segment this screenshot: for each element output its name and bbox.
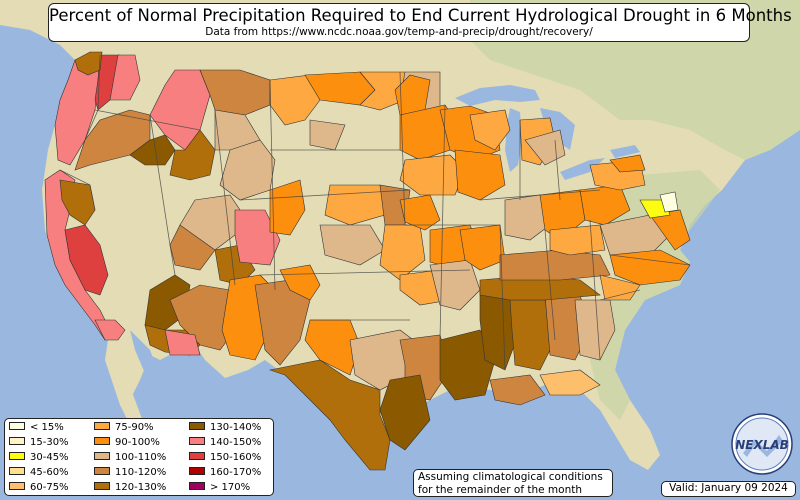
- legend-item: 30-45%: [9, 451, 69, 464]
- legend-item: > 170%: [189, 481, 250, 494]
- legend-label: 110-120%: [115, 467, 167, 478]
- legend-swatch: [189, 437, 205, 445]
- map-subtitle: Data from https://www.ncdc.noaa.gov/temp…: [205, 26, 593, 38]
- legend-swatch: [94, 422, 110, 430]
- title-box: Percent of Normal Precipitation Required…: [48, 3, 792, 42]
- note-line-1: Assuming climatological conditions: [418, 471, 603, 483]
- legend-label: 45-60%: [30, 467, 69, 478]
- legend-label: 160-170%: [210, 467, 262, 478]
- legend-swatch: [94, 482, 110, 490]
- legend-item: 110-120%: [94, 466, 166, 479]
- legend-swatch: [189, 452, 205, 460]
- legend-item: 45-60%: [9, 466, 69, 479]
- legend-item: 90-100%: [94, 436, 160, 449]
- valid-date: Valid: January 09 2024: [661, 481, 796, 497]
- map-title: Percent of Normal Precipitation Required…: [49, 6, 792, 25]
- logo-text: NEXLAB: [735, 438, 789, 452]
- legend-item: 75-90%: [94, 421, 154, 434]
- legend-item: 150-160%: [189, 451, 261, 464]
- legend-item: 140-150%: [189, 436, 261, 449]
- legend-swatch: [9, 422, 25, 430]
- legend-label: 120-130%: [115, 482, 167, 493]
- drought-regions: [44, 51, 691, 471]
- legend-item: 15-30%: [9, 436, 69, 449]
- legend-label: 130-140%: [210, 422, 262, 433]
- state-borders: [59, 54, 691, 371]
- lake-superior: [455, 85, 540, 106]
- note-line-2: for the remainder of the month: [418, 483, 583, 496]
- legend-item: 120-130%: [94, 481, 166, 494]
- legend-label: 150-160%: [210, 452, 262, 463]
- legend-swatch: [9, 452, 25, 460]
- lake-erie: [560, 158, 605, 180]
- legend-swatch: [189, 422, 205, 430]
- legend-label: 100-110%: [115, 452, 167, 463]
- legend-swatch: [94, 452, 110, 460]
- legend-label: < 15%: [30, 422, 64, 433]
- legend-label: 60-75%: [30, 482, 69, 493]
- note-box: Assuming climatological conditions for t…: [413, 469, 613, 497]
- legend-swatch: [9, 467, 25, 475]
- legend-item: < 15%: [9, 421, 64, 434]
- legend-label: 75-90%: [115, 422, 154, 433]
- legend-item: 60-75%: [9, 481, 69, 494]
- legend-label: 90-100%: [115, 437, 160, 448]
- legend-label: 30-45%: [30, 452, 69, 463]
- lake-ontario: [610, 145, 640, 158]
- legend: < 15% 15-30% 30-45% 45-60% 60-75% 75-90% 90-10…: [4, 418, 274, 496]
- legend-item: 130-140%: [189, 421, 261, 434]
- legend-label: > 170%: [210, 482, 251, 493]
- legend-item: 160-170%: [189, 466, 261, 479]
- legend-label: 140-150%: [210, 437, 262, 448]
- legend-swatch: [9, 437, 25, 445]
- legend-swatch: [94, 467, 110, 475]
- legend-swatch: [94, 437, 110, 445]
- legend-label: 15-30%: [30, 437, 69, 448]
- legend-swatch: [189, 482, 205, 490]
- legend-item: 100-110%: [94, 451, 166, 464]
- legend-swatch: [9, 482, 25, 490]
- legend-swatch: [189, 467, 205, 475]
- nexlab-logo-icon: NEXLAB: [731, 413, 793, 475]
- lake-michigan: [505, 108, 522, 172]
